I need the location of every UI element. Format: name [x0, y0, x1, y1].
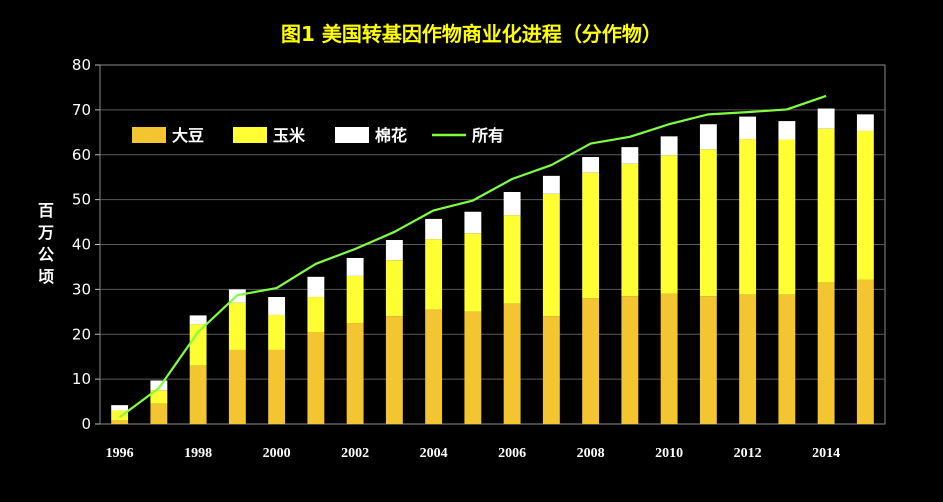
bar-玉米	[385, 260, 403, 317]
bar-大豆	[464, 311, 482, 424]
y-axis-label-char: 公	[38, 245, 54, 264]
bar-玉米	[503, 215, 521, 304]
bar-棉花	[542, 175, 560, 194]
x-tick-label: 2008	[577, 446, 605, 461]
x-tick-label: 1996	[106, 446, 134, 461]
bar-棉花	[307, 276, 325, 298]
bar-棉花	[385, 240, 403, 261]
y-tick-label: 0	[81, 415, 91, 433]
x-tick-label: 2014	[812, 446, 840, 461]
bar-玉米	[856, 130, 874, 280]
bar-大豆	[817, 282, 835, 424]
x-tick-label: 2000	[263, 446, 291, 461]
bar-玉米	[739, 139, 757, 295]
y-axis-label-char: 万	[37, 223, 54, 242]
bar-玉米	[582, 172, 600, 299]
bar-玉米	[778, 139, 796, 295]
bar-大豆	[189, 365, 207, 424]
bar-大豆	[778, 294, 796, 424]
bar-玉米	[228, 302, 246, 350]
bar-大豆	[307, 332, 325, 424]
bar-大豆	[856, 279, 874, 424]
bar-大豆	[503, 303, 521, 424]
bar-大豆	[582, 298, 600, 424]
bar-玉米	[817, 128, 835, 283]
y-tick-label: 10	[72, 370, 91, 388]
bar-棉花	[189, 315, 207, 325]
bar-大豆	[739, 294, 757, 424]
y-tick-label: 60	[72, 146, 91, 164]
bar-玉米	[464, 233, 482, 312]
x-tick-label: 1998	[184, 446, 212, 461]
bar-大豆	[228, 349, 246, 424]
y-tick-label: 80	[72, 56, 91, 74]
legend-label-棉花: 棉花	[375, 126, 407, 145]
bar-玉米	[699, 149, 717, 297]
y-tick-label: 50	[72, 191, 91, 209]
legend-label-大豆: 大豆	[172, 126, 204, 145]
y-axis-label-char: 百	[38, 201, 54, 220]
bar-大豆	[660, 293, 678, 424]
y-tick-label: 70	[72, 101, 91, 119]
bar-玉米	[189, 324, 207, 366]
bar-大豆	[542, 316, 560, 424]
line-所有	[118, 94, 827, 419]
bar-玉米	[268, 314, 286, 350]
bar-玉米	[425, 239, 443, 310]
bar-玉米	[542, 193, 560, 317]
bar-棉花	[621, 147, 639, 164]
legend-swatch-玉米	[233, 127, 267, 143]
bar-棉花	[778, 121, 796, 140]
bar-棉花	[464, 211, 482, 234]
bar-玉米	[111, 410, 129, 421]
y-tick-label: 30	[72, 280, 91, 298]
bar-棉花	[503, 191, 521, 216]
bar-玉米	[150, 390, 168, 404]
bar-棉花	[660, 136, 678, 156]
legend-swatch-棉花	[335, 127, 369, 143]
x-tick-label: 2010	[655, 446, 683, 461]
x-tick-label: 2002	[341, 446, 369, 461]
bar-棉花	[582, 156, 600, 173]
bar-棉花	[856, 114, 874, 131]
bar-大豆	[385, 316, 403, 424]
bar-大豆	[268, 349, 286, 424]
bar-大豆	[111, 420, 129, 424]
legend-label-玉米: 玉米	[273, 126, 306, 145]
bar-大豆	[621, 296, 639, 424]
bar-玉米	[660, 155, 678, 294]
bar-棉花	[346, 257, 364, 276]
bar-棉花	[111, 405, 129, 411]
bar-棉花	[739, 116, 757, 140]
x-tick-label: 2004	[420, 446, 448, 461]
bar-大豆	[699, 296, 717, 424]
bar-棉花	[268, 297, 286, 315]
bar-棉花	[699, 124, 717, 150]
bar-玉米	[346, 275, 364, 324]
bar-玉米	[621, 163, 639, 297]
x-tick-label: 2012	[734, 446, 762, 461]
bar-大豆	[346, 323, 364, 424]
y-tick-label: 20	[72, 325, 91, 343]
bar-玉米	[307, 297, 325, 333]
chart-title: 图1 美国转基因作物商业化进程（分作物）	[281, 22, 662, 46]
y-axis-label-char: 顷	[38, 267, 54, 286]
legend-label-所有: 所有	[472, 126, 504, 145]
y-tick-label: 40	[72, 236, 91, 254]
bar-棉花	[150, 380, 168, 391]
legend-swatch-大豆	[132, 127, 166, 143]
bar-棉花	[817, 108, 835, 129]
bar-大豆	[150, 403, 168, 424]
x-tick-label: 2006	[498, 446, 526, 461]
bar-棉花	[425, 218, 443, 240]
bar-大豆	[425, 309, 443, 424]
